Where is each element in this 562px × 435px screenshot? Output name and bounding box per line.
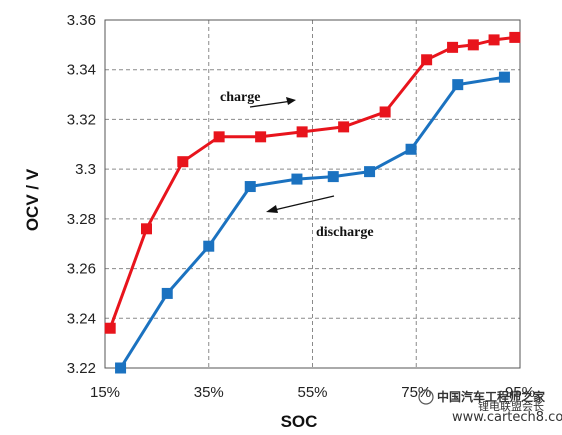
x-tick-label: 75% bbox=[401, 384, 431, 401]
discharge-point bbox=[203, 240, 215, 252]
charge-point bbox=[213, 131, 225, 143]
x-axis-title: SOC bbox=[281, 412, 318, 431]
charge-point bbox=[296, 126, 308, 138]
discharge-point bbox=[244, 181, 256, 193]
charge-point bbox=[467, 39, 479, 51]
series-discharge bbox=[115, 71, 510, 374]
y-tick-label: 3.3 bbox=[75, 161, 96, 178]
y-tick-label: 3.32 bbox=[67, 111, 96, 128]
discharge-point bbox=[364, 166, 376, 178]
charge-point bbox=[488, 34, 500, 46]
x-tick-label: 95% bbox=[505, 384, 535, 401]
watermark: 中国汽车工程师之家 www.cartech8.com 锂电联盟会长 bbox=[418, 389, 562, 425]
grid-lines bbox=[105, 20, 520, 368]
charge-arrow-shaft bbox=[249, 100, 293, 108]
y-tick-label: 3.26 bbox=[67, 261, 96, 278]
charge-point bbox=[447, 41, 459, 53]
charge-point bbox=[379, 106, 391, 118]
charge-point bbox=[338, 121, 350, 133]
discharge-point bbox=[498, 71, 510, 83]
watermark-logo-icon bbox=[418, 389, 434, 405]
discharge-point bbox=[161, 287, 173, 299]
y-tick-label: 3.36 bbox=[67, 12, 96, 29]
discharge-point bbox=[115, 362, 127, 374]
watermark-title: 中国汽车工程师之家 bbox=[437, 389, 546, 404]
watermark-tag: 锂电联盟会长 bbox=[478, 399, 544, 413]
charge-point bbox=[255, 131, 267, 143]
charge-point bbox=[141, 223, 152, 235]
x-tick-label: 35% bbox=[194, 384, 224, 401]
y-tick-label: 3.22 bbox=[67, 360, 96, 377]
x-tick-labels: 15% 35% 55% 75% 95% bbox=[90, 384, 535, 401]
discharge-point bbox=[291, 173, 303, 185]
charge-point bbox=[421, 54, 433, 66]
y-tick-label: 3.34 bbox=[67, 62, 96, 79]
y-tick-label: 3.24 bbox=[67, 310, 96, 327]
y-tick-labels: 3.22 3.24 3.26 3.28 3.3 3.32 3.34 3.36 bbox=[67, 12, 96, 377]
series-layer bbox=[104, 31, 521, 374]
x-tick-label: 15% bbox=[90, 384, 120, 401]
discharge-point bbox=[452, 79, 464, 91]
discharge-point bbox=[327, 171, 339, 183]
x-tick-label: 55% bbox=[297, 384, 327, 401]
discharge-line bbox=[119, 75, 505, 369]
discharge-point bbox=[405, 143, 417, 155]
charge-point bbox=[509, 31, 521, 43]
charge-arrow-head bbox=[286, 97, 296, 105]
charge-point bbox=[104, 322, 116, 334]
annotation-charge: charge bbox=[220, 90, 260, 105]
watermark-subtitle: www.cartech8.com bbox=[452, 410, 562, 425]
discharge-arrow-shaft bbox=[269, 195, 335, 212]
annotation-discharge: discharge bbox=[316, 225, 374, 240]
charge-point bbox=[177, 156, 189, 168]
y-axis-title: OCV / V bbox=[23, 168, 42, 231]
y-tick-label: 3.28 bbox=[67, 211, 96, 228]
plot-frame bbox=[104, 19, 521, 369]
series-charge bbox=[104, 31, 521, 334]
discharge-arrow-head bbox=[266, 205, 278, 213]
